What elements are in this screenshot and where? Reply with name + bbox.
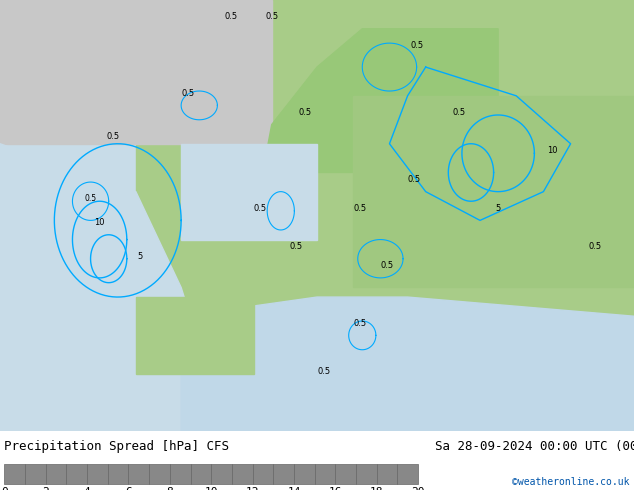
- Text: 12: 12: [246, 487, 259, 490]
- Text: 10: 10: [547, 147, 558, 155]
- Text: 0.5: 0.5: [107, 132, 120, 141]
- Bar: [25, 464, 46, 484]
- Text: 0.5: 0.5: [589, 242, 602, 251]
- Text: 0: 0: [1, 487, 8, 490]
- Polygon shape: [181, 297, 634, 431]
- Text: 0.5: 0.5: [317, 367, 330, 376]
- Bar: [398, 464, 418, 484]
- Bar: [149, 464, 170, 484]
- Text: 0.5: 0.5: [353, 319, 366, 328]
- Bar: [335, 464, 356, 484]
- Text: 10: 10: [94, 218, 105, 227]
- Text: 10: 10: [205, 487, 218, 490]
- Text: 6: 6: [125, 487, 132, 490]
- Text: 0.5: 0.5: [410, 41, 423, 50]
- Text: 0.5: 0.5: [453, 108, 466, 117]
- Text: 16: 16: [328, 487, 342, 490]
- Bar: [314, 464, 335, 484]
- Bar: [4, 464, 25, 484]
- Text: 18: 18: [370, 487, 384, 490]
- Text: 0.5: 0.5: [408, 175, 421, 184]
- Bar: [129, 464, 149, 484]
- Text: 0.5: 0.5: [380, 261, 394, 270]
- Bar: [211, 464, 232, 484]
- Polygon shape: [262, 29, 498, 172]
- Text: 20: 20: [411, 487, 425, 490]
- Text: 0.5: 0.5: [224, 12, 238, 21]
- Text: 5: 5: [138, 252, 143, 261]
- Bar: [67, 464, 87, 484]
- Text: Precipitation Spread [hPa] CFS: Precipitation Spread [hPa] CFS: [4, 440, 230, 453]
- Bar: [87, 464, 108, 484]
- Text: 0.5: 0.5: [290, 242, 303, 251]
- Text: 0.5: 0.5: [353, 204, 366, 213]
- Bar: [252, 464, 273, 484]
- Text: Sa 28-09-2024 00:00 UTC (00+120): Sa 28-09-2024 00:00 UTC (00+120): [435, 440, 634, 453]
- Text: 0.5: 0.5: [254, 204, 267, 213]
- Text: 4: 4: [84, 487, 91, 490]
- Bar: [191, 464, 211, 484]
- Text: 0.5: 0.5: [181, 89, 194, 98]
- Text: 14: 14: [287, 487, 301, 490]
- Bar: [108, 464, 129, 484]
- Text: 0.5: 0.5: [299, 108, 312, 117]
- Bar: [294, 464, 314, 484]
- Polygon shape: [136, 297, 254, 374]
- Bar: [170, 464, 191, 484]
- Text: 8: 8: [167, 487, 173, 490]
- Text: 2: 2: [42, 487, 49, 490]
- Bar: [232, 464, 252, 484]
- Bar: [356, 464, 377, 484]
- Bar: [46, 464, 67, 484]
- Polygon shape: [181, 144, 317, 240]
- Text: 0.5: 0.5: [84, 194, 96, 203]
- Bar: [377, 464, 398, 484]
- Polygon shape: [0, 0, 272, 144]
- Text: 0.5: 0.5: [265, 12, 278, 21]
- Bar: [273, 464, 294, 484]
- Text: ©weatheronline.co.uk: ©weatheronline.co.uk: [512, 477, 630, 487]
- Polygon shape: [136, 0, 634, 383]
- Polygon shape: [353, 96, 634, 288]
- Text: 5: 5: [496, 204, 501, 213]
- Polygon shape: [0, 144, 226, 431]
